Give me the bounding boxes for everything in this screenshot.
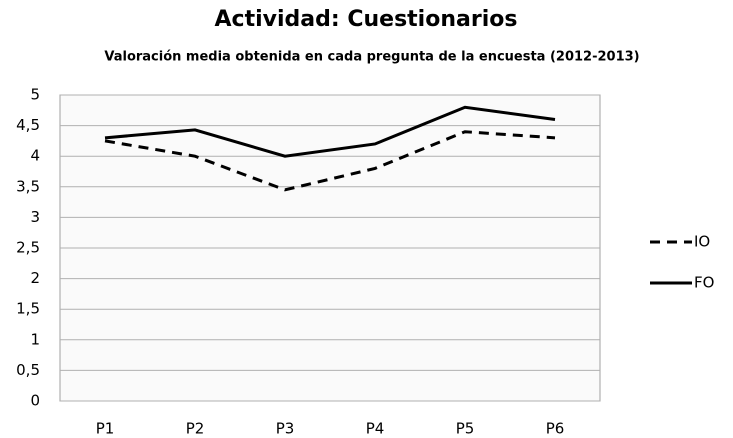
y-tick-label: 4,5 xyxy=(16,116,40,134)
legend-label: FO xyxy=(694,274,714,292)
y-tick-label: 0,5 xyxy=(16,361,40,379)
y-tick-label: 3 xyxy=(30,208,40,226)
x-tick-label: P5 xyxy=(456,420,475,438)
x-tick-label: P4 xyxy=(366,420,385,438)
series-line xyxy=(104,130,556,192)
x-tick-label: P2 xyxy=(186,420,205,438)
x-tick-label: P1 xyxy=(96,420,115,438)
y-tick-label: 1,5 xyxy=(16,300,40,318)
series-line xyxy=(104,105,556,158)
y-tick-label: 5 xyxy=(30,86,40,104)
chart-title: Actividad: Cuestionarios xyxy=(215,7,518,32)
y-tick-label: 0 xyxy=(30,392,40,410)
y-tick-label: 1 xyxy=(30,330,40,348)
x-tick-label: P6 xyxy=(546,420,565,438)
y-tick-label: 3,5 xyxy=(16,177,40,195)
chart-subtitle: Valoración media obtenida en cada pregun… xyxy=(104,50,639,65)
y-tick-label: 4 xyxy=(30,147,40,165)
legend-label: IO xyxy=(694,233,710,251)
y-tick-label: 2,5 xyxy=(16,239,40,257)
y-tick-label: 2 xyxy=(30,269,40,287)
x-tick-label: P3 xyxy=(276,420,295,438)
